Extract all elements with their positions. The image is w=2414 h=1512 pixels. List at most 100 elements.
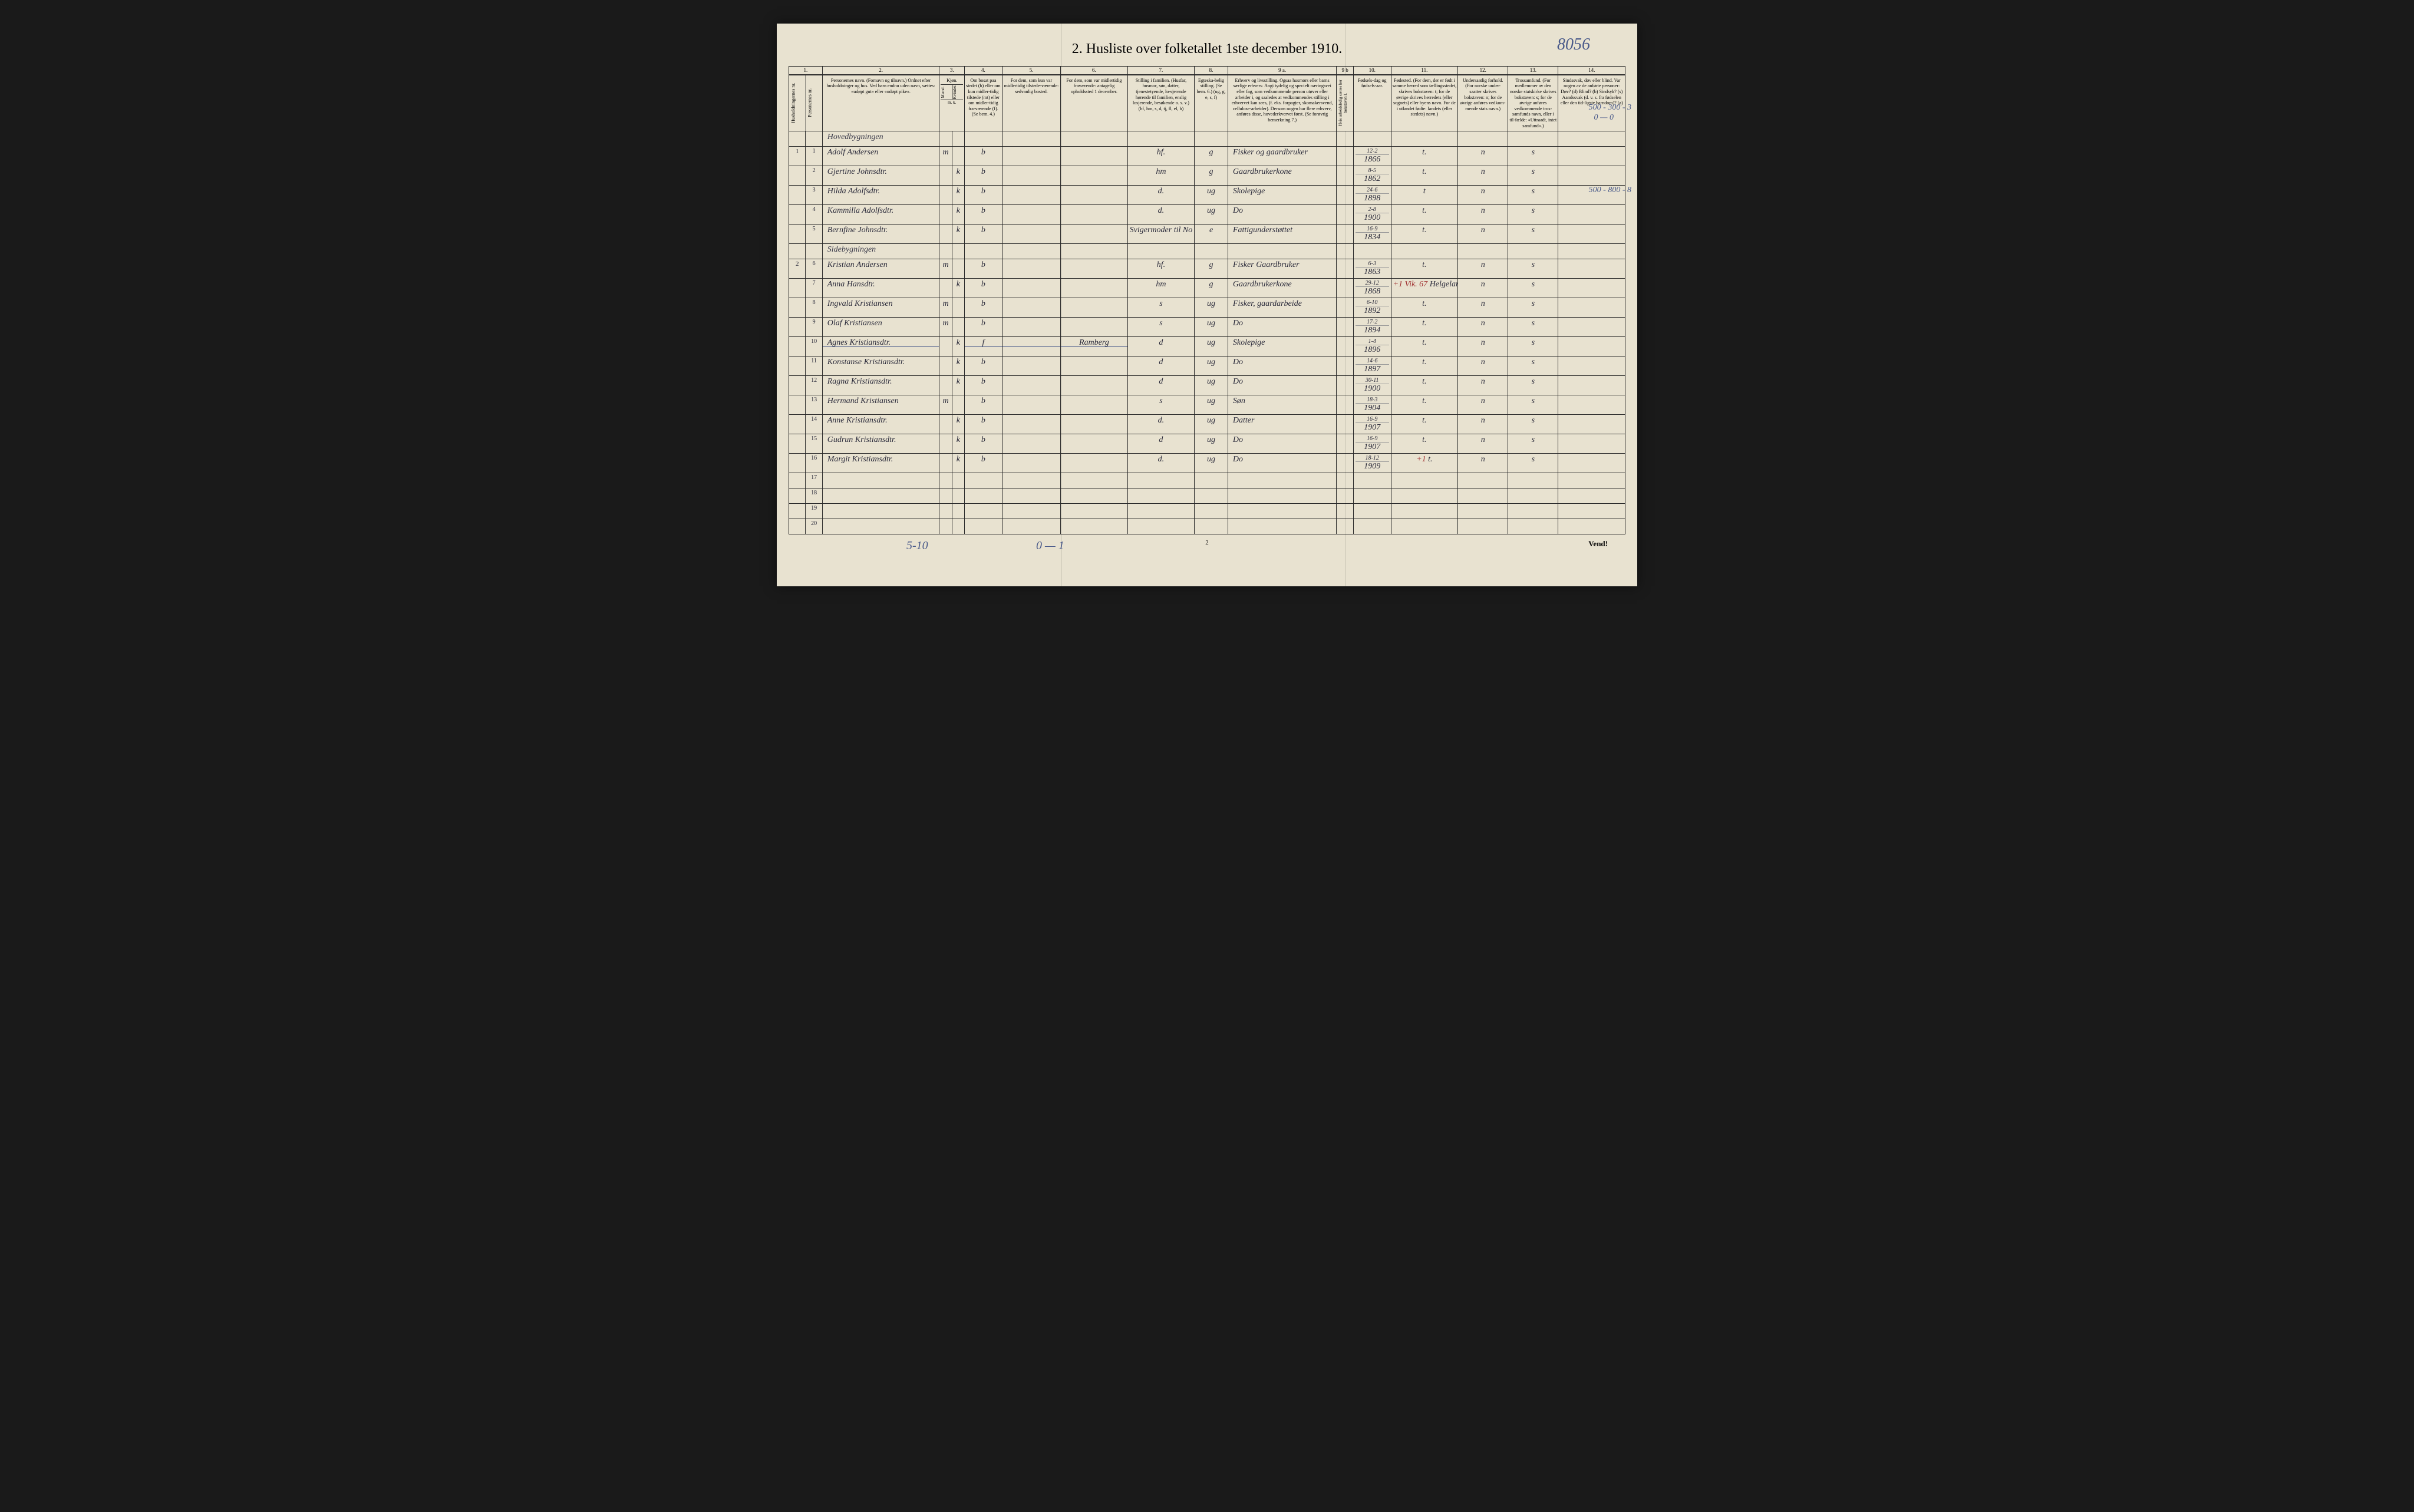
cell-family-pos: s <box>1127 298 1195 318</box>
cell-nationality: n <box>1458 166 1508 186</box>
cell-marital: ug <box>1195 415 1228 434</box>
cell-person: 1 <box>806 147 822 166</box>
hdr-nationality: Undersaatlig forhold. (For norske under-… <box>1458 75 1508 131</box>
cell-disability <box>1558 259 1625 279</box>
table-row: 4Kammilla Adolfsdtr.kbd.ugDo2-81900t.ns <box>789 205 1625 225</box>
cell-religion: s <box>1508 225 1558 244</box>
cell-occupation: Do <box>1228 454 1336 473</box>
cell-nationality: n <box>1458 318 1508 337</box>
col-num-2: 2. <box>822 67 939 75</box>
cell-name: Olaf Kristiansen <box>822 318 939 337</box>
cell-name: Adolf Andersen <box>822 147 939 166</box>
vend-label: Vend! <box>1588 539 1608 549</box>
cell-nationality: n <box>1458 298 1508 318</box>
cell-birth: 6-101892 <box>1353 298 1391 318</box>
hdr-unemployed: Hvis arbeidsledig sættes her bokstaven l… <box>1337 75 1353 131</box>
cell-temp-absent <box>1061 298 1128 318</box>
cell-sex-m: m <box>939 318 952 337</box>
table-row: 15Gudrun Kristiansdtr.kbdugDo16-91907t.n… <box>789 434 1625 454</box>
cell-hh <box>789 356 806 376</box>
cell-birth: 16-91907 <box>1353 434 1391 454</box>
empty-row: 18 <box>789 488 1625 504</box>
hdr-family-pos: Stilling i familien. (Husfar, husmor, sø… <box>1127 75 1195 131</box>
cell-religion: s <box>1508 415 1558 434</box>
cell-nationality: n <box>1458 186 1508 205</box>
cell-occupation: Datter <box>1228 415 1336 434</box>
cell-nationality: n <box>1458 205 1508 225</box>
cell-temp-absent <box>1061 279 1128 298</box>
cell-occupation: Gaardbrukerkone <box>1228 166 1336 186</box>
cell-disability <box>1558 415 1625 434</box>
cell-family-pos: s <box>1127 318 1195 337</box>
cell-residence: b <box>964 279 1002 298</box>
hdr-sex: Kjøn. Mænd. Kvinder. m. k. <box>939 75 965 131</box>
cell-hh <box>789 298 806 318</box>
cell-residence: b <box>964 454 1002 473</box>
cell-birthplace: t <box>1391 186 1458 205</box>
cell-nationality: n <box>1458 259 1508 279</box>
cell-temp-present <box>1002 166 1060 186</box>
col-num-5: 5. <box>1002 67 1060 75</box>
cell-birthplace: t. <box>1391 376 1458 395</box>
cell-residence: b <box>964 415 1002 434</box>
table-row: 11Konstanse Kristiansdtr.kbdugDo14-61897… <box>789 356 1625 376</box>
cell-name: Hermand Kristiansen <box>822 395 939 415</box>
cell-person: 10 <box>806 337 822 356</box>
cell-hh <box>789 337 806 356</box>
cell-sex-m: m <box>939 147 952 166</box>
cell-religion: s <box>1508 259 1558 279</box>
hdr-marital: Egteska-belig stilling. (Se bem. 6.) (ug… <box>1195 75 1228 131</box>
cell-birthplace: t. <box>1391 298 1458 318</box>
cell-religion: s <box>1508 205 1558 225</box>
cell-temp-absent <box>1061 454 1128 473</box>
cell-sex-k: k <box>952 376 964 395</box>
hdr-temp-present: For dem, som kun var midlertidig tilsted… <box>1002 75 1060 131</box>
cell-birth: 8-51862 <box>1353 166 1391 186</box>
hdr-name: Personernes navn. (Fornavn og tilnavn.) … <box>822 75 939 131</box>
cell-residence: b <box>964 225 1002 244</box>
cell-marital: ug <box>1195 454 1228 473</box>
cell-temp-absent <box>1061 376 1128 395</box>
cell-occupation: Gaardbrukerkone <box>1228 279 1336 298</box>
cell-birthplace: t. <box>1391 395 1458 415</box>
cell-temp-absent <box>1061 356 1128 376</box>
hdr-person: Personernes nr. <box>806 75 822 131</box>
cell-family-pos: d. <box>1127 205 1195 225</box>
cell-disability <box>1558 434 1625 454</box>
cell-religion: s <box>1508 318 1558 337</box>
cell-sex-k <box>952 147 964 166</box>
cell-hh <box>789 395 806 415</box>
table-row: 8Ingvald KristiansenmbsugFisker, gaardar… <box>789 298 1625 318</box>
cell-sex-k: k <box>952 434 964 454</box>
cell-name: Agnes Kristiansdtr. <box>822 337 939 356</box>
cell-hh <box>789 279 806 298</box>
cell-temp-absent <box>1061 434 1128 454</box>
cell-religion: s <box>1508 298 1558 318</box>
cell-family-pos: Svigermoder til No 1 <box>1127 225 1195 244</box>
cell-birthplace: t. <box>1391 415 1458 434</box>
cell-birth: 14-61897 <box>1353 356 1391 376</box>
cell-birth: 29-121868 <box>1353 279 1391 298</box>
census-document: 2. Husliste over folketallet 1ste decemb… <box>777 24 1637 586</box>
empty-row: 20 <box>789 519 1625 534</box>
hdr-hh: Husholdningernes nr. <box>789 75 806 131</box>
cell-marital: g <box>1195 166 1228 186</box>
cell-occupation: Do <box>1228 205 1336 225</box>
cell-birth: 1-41896 <box>1353 337 1391 356</box>
hdr-residence: Om bosat paa stedet (b) eller om kun mid… <box>964 75 1002 131</box>
table-row: 3Hilda Adolfsdtr.kbd.ugSkolepige24-61898… <box>789 186 1625 205</box>
cell-occupation: Skolepige <box>1228 337 1336 356</box>
cell-family-pos: hm <box>1127 166 1195 186</box>
cell-person: 8 <box>806 298 822 318</box>
cell-family-pos: hm <box>1127 279 1195 298</box>
cell-religion: s <box>1508 454 1558 473</box>
cell-birthplace: t. <box>1391 356 1458 376</box>
cell-birthplace: t. <box>1391 259 1458 279</box>
cell-temp-present <box>1002 259 1060 279</box>
cell-birth: 24-61898 <box>1353 186 1391 205</box>
cell-temp-present <box>1002 186 1060 205</box>
cell-hh <box>789 415 806 434</box>
cell-disability <box>1558 166 1625 186</box>
hdr-temp-absent: For dem, som var midlertidig fraværende:… <box>1061 75 1128 131</box>
table-row: 11Adolf Andersenmbhf.gFisker og gaardbru… <box>789 147 1625 166</box>
